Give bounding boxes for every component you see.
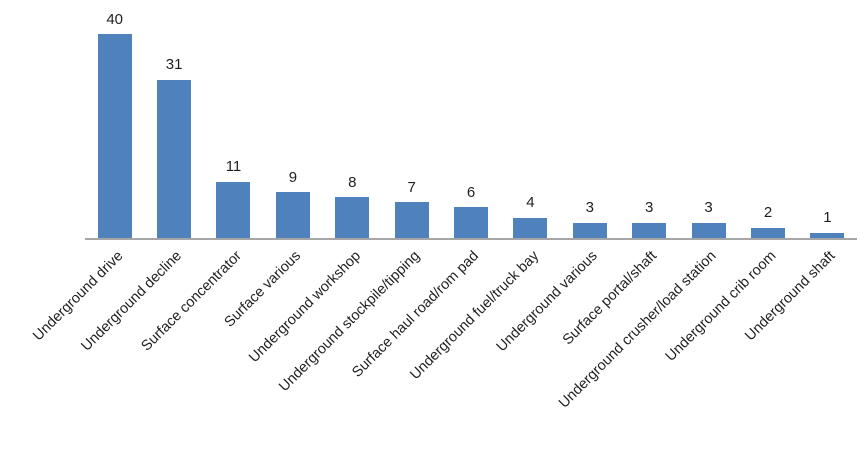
bar [157,79,192,238]
bar [216,181,251,238]
bar [394,202,429,238]
bar [572,222,607,238]
category-label: Underground decline [78,248,186,355]
bar-value-label: 11 [225,158,242,176]
bar-value-label: 2 [763,204,773,222]
bar-value-label: 8 [348,173,357,191]
bar [691,222,726,238]
category-label: Underground various [494,248,602,356]
bar-group: 7 Underground stockpile/tipping [276,0,441,395]
plot-area: 40 Underground drive 31 Underground decline… [30,0,857,411]
bar-value-label: 7 [407,178,416,196]
category-label: Surface haul road/rom pad [349,248,483,381]
bar [454,207,489,238]
bar-group: 8 Underground workshop [246,0,382,366]
bar-value-label: 3 [585,199,594,217]
bar-value-label: 4 [526,194,535,212]
bar-value-label: 1 [823,209,832,227]
bar-group: 1 Underground shaft [742,0,857,344]
bar-group: 3 Surface portal/shaft [560,0,679,348]
category-label: Underground crib room [662,248,780,365]
bar-group: 3 Underground various [494,0,619,355]
bar [810,232,845,238]
category-label: Surface concentrator [138,248,245,355]
bar-group: 3 Underground crusher/load station [556,0,738,411]
bar-value-label: 40 [106,10,124,28]
bar-value-label: 6 [466,183,476,201]
bar-group: 9 Surface various [222,0,322,331]
bar-group: 6 Surface haul road/rom pad [350,0,500,381]
bar-value-label: 9 [288,168,298,186]
bar-group: 40 Underground drive [30,0,144,344]
bar [335,197,370,238]
bar-value-label: 3 [704,199,713,217]
category-label: Underground workshop [245,248,364,366]
bar [275,192,310,238]
bar [97,34,132,238]
bar [632,222,667,238]
bar-group: 31 Underground decline [79,0,203,355]
bar-group: 11 Surface concentrator [138,0,263,354]
bar-group: 2 Underground crib room [663,0,797,365]
bar-value-label: 31 [165,56,183,74]
bar [513,217,548,238]
bar [750,227,785,238]
bar-value-label: 3 [645,199,654,217]
bar-group: 4 Underground fuel/truck bay [407,0,560,383]
